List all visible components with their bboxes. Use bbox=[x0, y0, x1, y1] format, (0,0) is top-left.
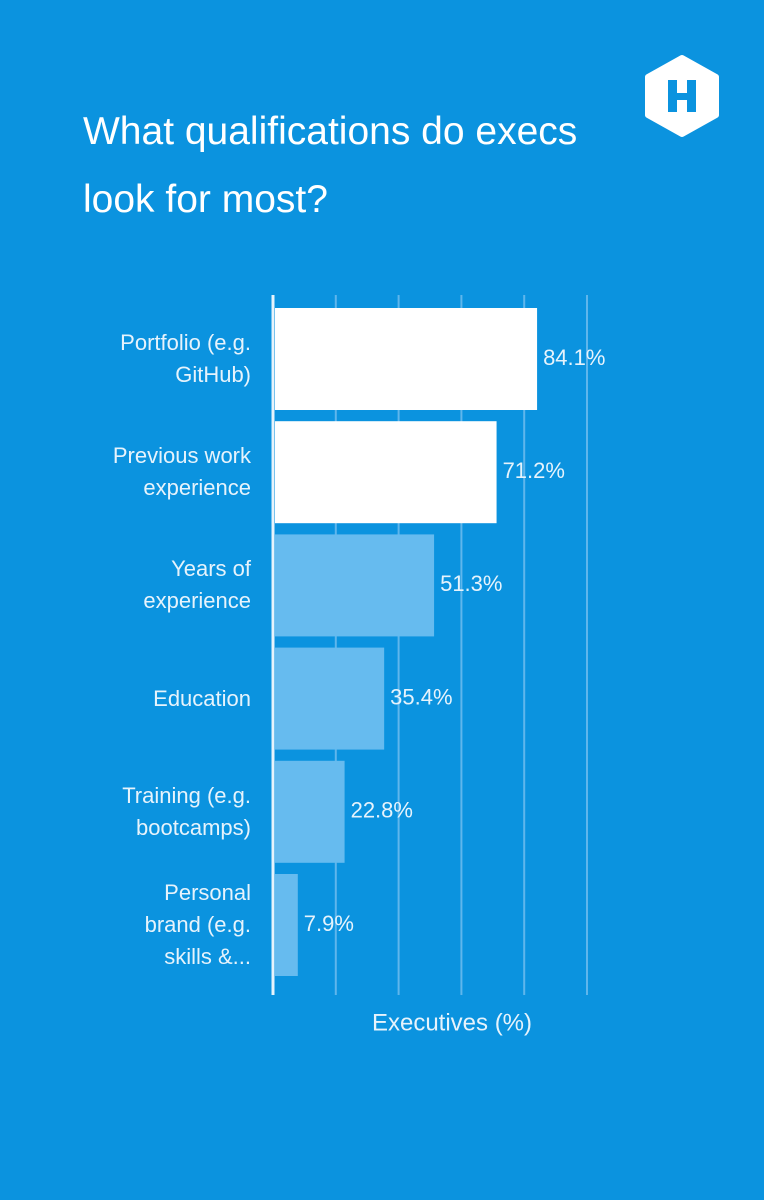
bar bbox=[275, 534, 435, 637]
value-label: 71.2% bbox=[503, 458, 565, 483]
value-label: 51.3% bbox=[440, 571, 502, 596]
value-label: 7.9% bbox=[304, 911, 354, 936]
chart-title: What qualifications do execs look for mo… bbox=[83, 110, 578, 221]
category-label: Training (e.g. bootcamps) bbox=[122, 782, 251, 840]
bar bbox=[275, 874, 298, 976]
logo bbox=[645, 55, 719, 137]
category-label: Portfolio (e.g. GitHub) bbox=[120, 330, 251, 387]
value-label: 84.1% bbox=[543, 345, 605, 370]
bar bbox=[275, 647, 385, 750]
bar bbox=[275, 308, 538, 410]
value-label: 35.4% bbox=[390, 684, 452, 709]
category-label: Previous work experience bbox=[112, 443, 251, 501]
category-label: Education bbox=[153, 685, 251, 711]
value-label: 22.8% bbox=[351, 798, 413, 823]
bar bbox=[275, 760, 345, 863]
category-label: Years of experience bbox=[143, 556, 251, 614]
bar bbox=[275, 421, 497, 524]
category-label: Personal brand (e.g. skills &... bbox=[144, 880, 251, 969]
x-axis-label: Executives (%) bbox=[372, 1009, 532, 1036]
